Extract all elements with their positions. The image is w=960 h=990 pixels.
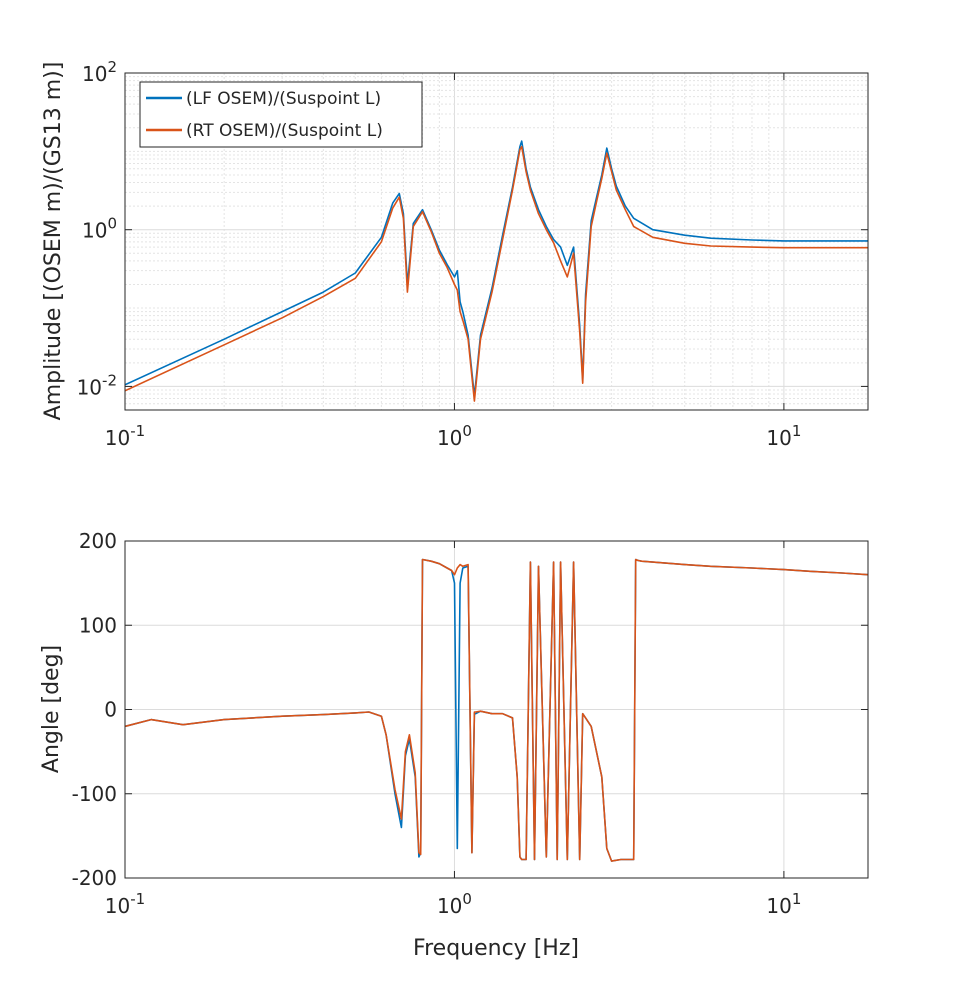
legend: (LF OSEM)/(Suspoint L) (RT OSEM)/(Suspoi… — [139, 81, 423, 148]
phase-ylabel: Angle [deg] — [39, 645, 64, 773]
magnitude-axes-box — [124, 72, 869, 411]
x-tick-label: 10-1 — [105, 890, 145, 918]
y-tick-label: 0 — [104, 698, 117, 722]
x-tick-label: 100 — [437, 422, 472, 450]
y-tick-label: 100 — [79, 613, 117, 637]
y-tick-label: 10-2 — [77, 371, 117, 399]
magnitude-panel: 10-1 100 101 10-2 100 102 Amplitude [(OSEM m)… — [41, 58, 869, 450]
x-tick-label: 101 — [766, 890, 801, 918]
phase-xlabel: Frequency [Hz] — [413, 936, 579, 961]
x-tick-label: 101 — [766, 422, 801, 450]
magnitude-series — [124, 140, 868, 402]
phase-panel: 10-1 100 101 -200 -100 0 100 200 Angle [deg] Fr… — [39, 529, 869, 961]
x-tick-label: 100 — [437, 890, 472, 918]
y-tick-label: 100 — [82, 215, 117, 243]
x-tick-label: 10-1 — [105, 422, 145, 450]
y-tick-label: -200 — [72, 866, 117, 890]
series-rt-osem-line — [124, 558, 869, 862]
series-rt-osem-line — [124, 145, 868, 402]
legend-label-rt: (RT OSEM)/(Suspoint L) — [186, 121, 383, 141]
y-tick-label: -100 — [72, 782, 117, 806]
magnitude-ticks: 10-1 100 101 10-2 100 102 — [77, 58, 868, 450]
y-tick-label: 200 — [79, 529, 117, 553]
magnitude-ylabel: Amplitude [(OSEM m)/(GS13 m)] — [41, 62, 66, 421]
legend-label-lf: (LF OSEM)/(Suspoint L) — [186, 89, 381, 109]
phase-series — [124, 558, 869, 862]
y-tick-label: 102 — [82, 58, 117, 86]
phase-ticks: 10-1 100 101 -200 -100 0 100 200 — [72, 529, 868, 918]
legend-box — [139, 81, 423, 148]
